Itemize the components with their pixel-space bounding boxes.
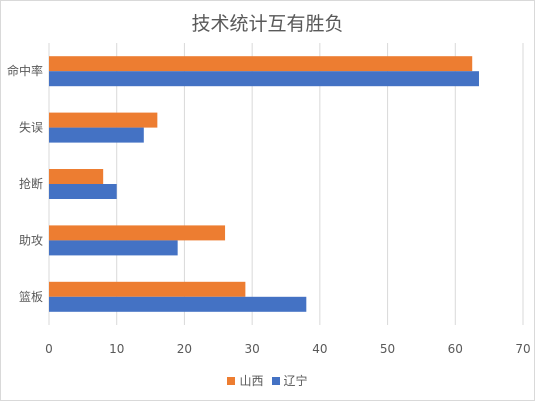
bar-liaoning xyxy=(49,71,479,87)
x-tick-label: 60 xyxy=(448,342,463,356)
legend-item: 山西 xyxy=(227,372,264,389)
bars xyxy=(49,56,479,312)
x-tick-label: 70 xyxy=(515,342,530,356)
x-tick-label: 20 xyxy=(177,342,192,356)
legend-swatch xyxy=(227,376,236,385)
legend-label: 辽宁 xyxy=(283,374,308,388)
y-tick-label: 命中率 xyxy=(7,63,43,78)
x-tick-label: 40 xyxy=(312,342,327,356)
x-tick-label: 50 xyxy=(380,342,395,356)
bar-shanxi xyxy=(49,169,104,184)
legend-label: 山西 xyxy=(239,374,264,388)
legend-swatch xyxy=(271,376,280,385)
bar-shanxi xyxy=(49,225,226,241)
legend-item: 辽宁 xyxy=(271,372,308,389)
x-tick-label: 10 xyxy=(109,342,124,356)
bar-liaoning xyxy=(49,296,307,312)
bar-shanxi xyxy=(49,281,246,297)
bar-liaoning xyxy=(49,127,144,143)
y-tick-label: 篮板 xyxy=(19,289,43,304)
legend: 山西 辽宁 xyxy=(0,372,535,389)
gridlines xyxy=(48,43,524,325)
x-tick-labels: 0 10 20 30 40 50 60 70 xyxy=(45,342,530,356)
y-tick-label: 助攻 xyxy=(19,233,43,247)
y-tick-label: 失误 xyxy=(19,120,43,135)
bar-shanxi xyxy=(49,112,158,128)
chart-title: 技术统计互有胜负 xyxy=(191,13,344,35)
x-tick-label: 30 xyxy=(245,342,260,356)
bar-liaoning xyxy=(49,184,117,199)
bar-liaoning xyxy=(49,240,178,256)
x-tick-label: 0 xyxy=(45,342,53,356)
bar-shanxi xyxy=(49,56,473,72)
y-tick-label: 抢断 xyxy=(19,176,43,191)
